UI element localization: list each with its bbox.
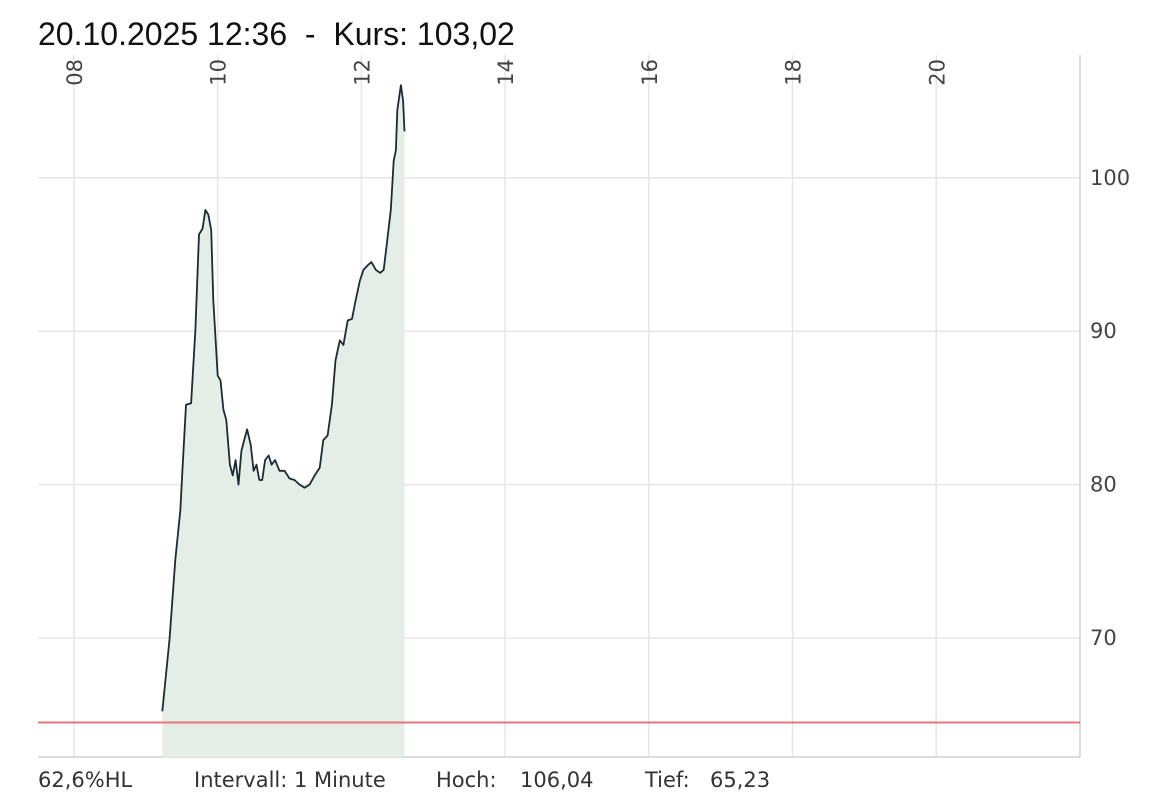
low-value: 65,23 <box>710 768 770 792</box>
area <box>162 85 405 758</box>
range-text: 62,6%HL <box>38 768 133 792</box>
interval-text: Intervall: 1 Minute <box>194 768 386 792</box>
high-value: 106,04 <box>520 768 593 792</box>
y-tick-label: 70 <box>1090 626 1117 650</box>
y-tick-label: 100 <box>1090 166 1130 190</box>
x-tick-label: 14 <box>494 59 518 86</box>
x-tick-label: 18 <box>782 59 806 86</box>
low-label: Tief: <box>644 768 690 792</box>
x-tick-label: 20 <box>925 59 949 86</box>
high-label: Hoch: <box>436 768 497 792</box>
y-tick-label: 80 <box>1090 473 1117 497</box>
x-tick-label: 12 <box>350 59 374 86</box>
x-tick-label: 16 <box>638 59 662 86</box>
x-tick-label: 08 <box>63 59 87 86</box>
price-line <box>161 84 406 712</box>
y-tick-label: 90 <box>1090 319 1117 343</box>
chart-title: 20.10.2025 12:36 - Kurs: 103,02 <box>38 16 515 52</box>
x-tick-label: 10 <box>207 59 231 86</box>
